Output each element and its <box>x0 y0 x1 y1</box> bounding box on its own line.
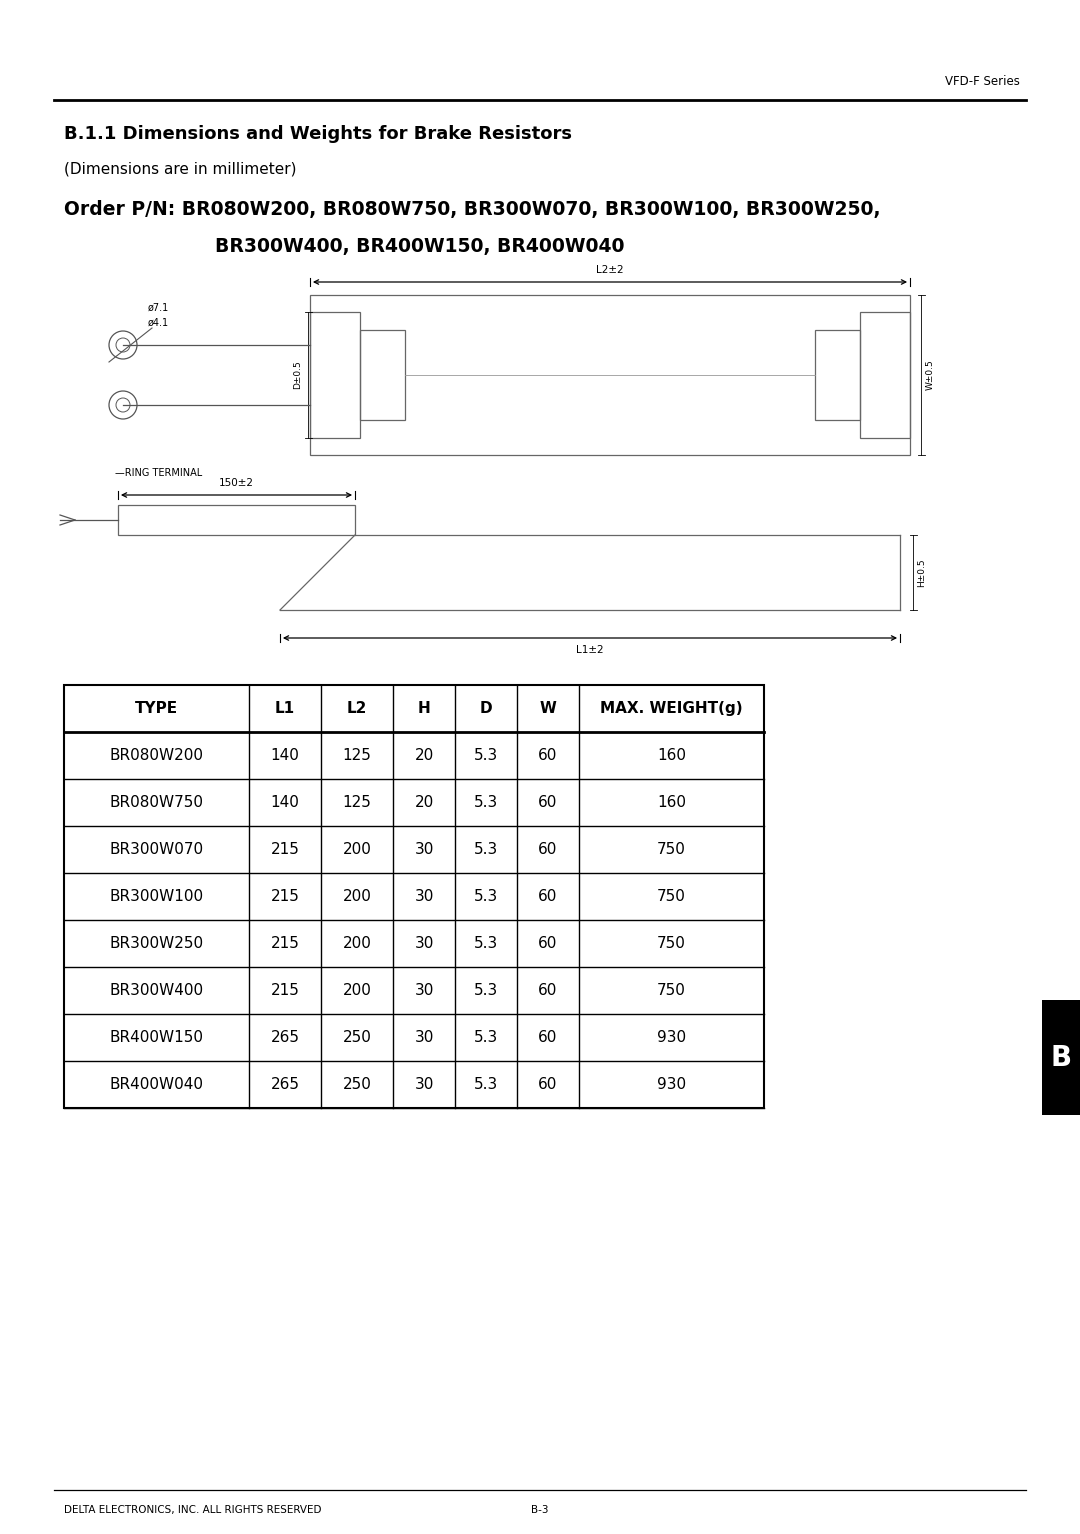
Text: L2: L2 <box>347 701 367 716</box>
Text: VFD-F Series: VFD-F Series <box>945 75 1020 87</box>
Text: 140: 140 <box>271 749 299 762</box>
Text: 150±2: 150±2 <box>219 479 254 488</box>
Text: BR300W400: BR300W400 <box>109 983 203 999</box>
Text: 30: 30 <box>415 1029 434 1045</box>
Text: 60: 60 <box>538 1077 557 1092</box>
Bar <box>860 311 910 439</box>
Text: 215: 215 <box>271 983 299 999</box>
Text: H±0.5: H±0.5 <box>918 558 927 588</box>
Bar <box>118 505 355 535</box>
Text: 30: 30 <box>415 842 434 858</box>
Text: MAX. WEIGHT(g): MAX. WEIGHT(g) <box>600 701 743 716</box>
Text: BR400W040: BR400W040 <box>109 1077 203 1092</box>
Text: 60: 60 <box>538 1029 557 1045</box>
Text: DELTA ELECTRONICS, INC. ALL RIGHTS RESERVED: DELTA ELECTRONICS, INC. ALL RIGHTS RESER… <box>64 1505 322 1516</box>
Text: BR080W200: BR080W200 <box>109 749 203 762</box>
Text: D: D <box>480 701 492 716</box>
Text: 60: 60 <box>538 983 557 999</box>
Text: 200: 200 <box>342 890 372 904</box>
Text: 60: 60 <box>538 936 557 951</box>
Text: 750: 750 <box>657 983 686 999</box>
Text: 160: 160 <box>657 749 686 762</box>
Text: TYPE: TYPE <box>135 701 178 716</box>
Text: B: B <box>1051 1043 1071 1072</box>
Text: BR400W150: BR400W150 <box>109 1029 203 1045</box>
Text: 5.3: 5.3 <box>474 890 498 904</box>
Text: 30: 30 <box>415 936 434 951</box>
Text: 20: 20 <box>415 749 434 762</box>
Text: 200: 200 <box>342 983 372 999</box>
Text: 5.3: 5.3 <box>474 749 498 762</box>
Text: —RING TERMINAL: —RING TERMINAL <box>114 468 202 479</box>
Text: 20: 20 <box>415 795 434 810</box>
Bar <box>815 330 860 420</box>
Text: 930: 930 <box>657 1029 686 1045</box>
Text: 140: 140 <box>271 795 299 810</box>
Text: 250: 250 <box>342 1077 372 1092</box>
Text: B-3: B-3 <box>531 1505 549 1516</box>
Text: H: H <box>418 701 430 716</box>
Text: 60: 60 <box>538 795 557 810</box>
Text: W: W <box>540 701 556 716</box>
Text: 930: 930 <box>657 1077 686 1092</box>
Text: L1: L1 <box>275 701 295 716</box>
Bar <box>310 295 910 456</box>
Text: 5.3: 5.3 <box>474 1077 498 1092</box>
Text: (Dimensions are in millimeter): (Dimensions are in millimeter) <box>64 163 297 176</box>
Text: ø7.1: ø7.1 <box>148 304 170 313</box>
Text: 125: 125 <box>342 795 372 810</box>
Text: 750: 750 <box>657 936 686 951</box>
Text: 200: 200 <box>342 936 372 951</box>
Text: 125: 125 <box>342 749 372 762</box>
Text: 30: 30 <box>415 983 434 999</box>
Text: 750: 750 <box>657 890 686 904</box>
Text: BR300W250: BR300W250 <box>109 936 203 951</box>
Text: W±0.5: W±0.5 <box>926 359 934 390</box>
Text: 60: 60 <box>538 749 557 762</box>
Text: L2±2: L2±2 <box>596 265 624 275</box>
Bar <box>360 330 405 420</box>
Text: 30: 30 <box>415 890 434 904</box>
Bar <box>310 311 360 439</box>
Text: BR300W100: BR300W100 <box>109 890 203 904</box>
Text: Order P/N: BR080W200, BR080W750, BR300W070, BR300W100, BR300W250,: Order P/N: BR080W200, BR080W750, BR300W0… <box>64 199 880 219</box>
Text: L1±2: L1±2 <box>577 644 604 655</box>
Text: 30: 30 <box>415 1077 434 1092</box>
Text: 750: 750 <box>657 842 686 858</box>
Text: BR300W400, BR400W150, BR400W040: BR300W400, BR400W150, BR400W040 <box>215 236 624 256</box>
Text: BR080W750: BR080W750 <box>109 795 203 810</box>
Text: 5.3: 5.3 <box>474 983 498 999</box>
Text: 250: 250 <box>342 1029 372 1045</box>
Text: 5.3: 5.3 <box>474 795 498 810</box>
Text: 215: 215 <box>271 890 299 904</box>
Text: 60: 60 <box>538 890 557 904</box>
Bar <box>64 686 764 1108</box>
Text: 5.3: 5.3 <box>474 842 498 858</box>
Text: ø4.1: ø4.1 <box>148 318 170 328</box>
Text: 60: 60 <box>538 842 557 858</box>
Text: 215: 215 <box>271 936 299 951</box>
Text: 5.3: 5.3 <box>474 1029 498 1045</box>
Text: 265: 265 <box>270 1029 299 1045</box>
Text: 200: 200 <box>342 842 372 858</box>
Text: 5.3: 5.3 <box>474 936 498 951</box>
Text: D±0.5: D±0.5 <box>294 360 302 390</box>
Text: 265: 265 <box>270 1077 299 1092</box>
Text: 215: 215 <box>271 842 299 858</box>
Text: B.1.1 Dimensions and Weights for Brake Resistors: B.1.1 Dimensions and Weights for Brake R… <box>64 124 572 143</box>
Bar <box>1042 1000 1080 1115</box>
Text: 160: 160 <box>657 795 686 810</box>
Text: BR300W070: BR300W070 <box>109 842 203 858</box>
